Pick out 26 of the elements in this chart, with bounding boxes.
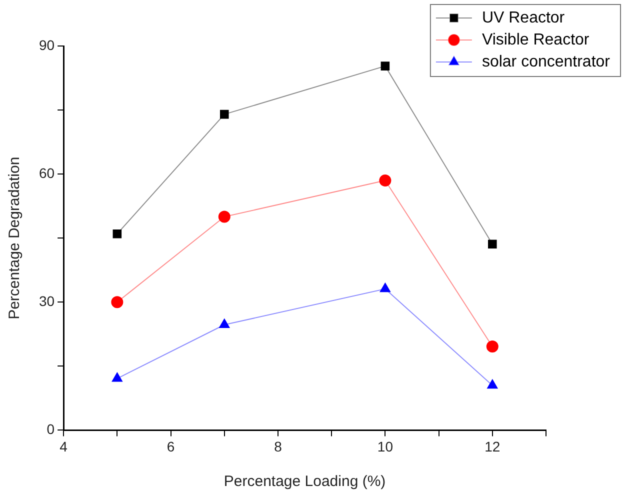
x-tick-label: 4 (60, 438, 68, 454)
legend-label: UV Reactor (482, 9, 566, 26)
point (379, 174, 392, 186)
y-tick-label: 30 (38, 292, 55, 309)
point (380, 62, 390, 70)
x-tick-label: 8 (274, 438, 282, 454)
x-axis-title: Percentage Loading (%) (224, 473, 386, 490)
x-tick-label: 10 (377, 438, 394, 454)
point (488, 240, 497, 248)
legend-label: Visible Reactor (482, 31, 590, 48)
point (112, 229, 122, 238)
point (487, 379, 498, 389)
x-tick-label: 12 (484, 438, 500, 454)
x-tick-label: 6 (166, 438, 175, 454)
y-tick-label: 0 (46, 421, 55, 438)
point (486, 340, 498, 353)
y-tick-label: 90 (38, 36, 55, 53)
point (112, 372, 122, 382)
point (111, 296, 124, 308)
y-axis-title: Percentage Degradation (6, 156, 24, 320)
point (218, 210, 230, 223)
point (220, 110, 229, 119)
legend-label: solar concentrator (482, 53, 611, 70)
y-tick-label: 60 (38, 164, 55, 181)
point (219, 318, 230, 328)
point (380, 282, 390, 292)
